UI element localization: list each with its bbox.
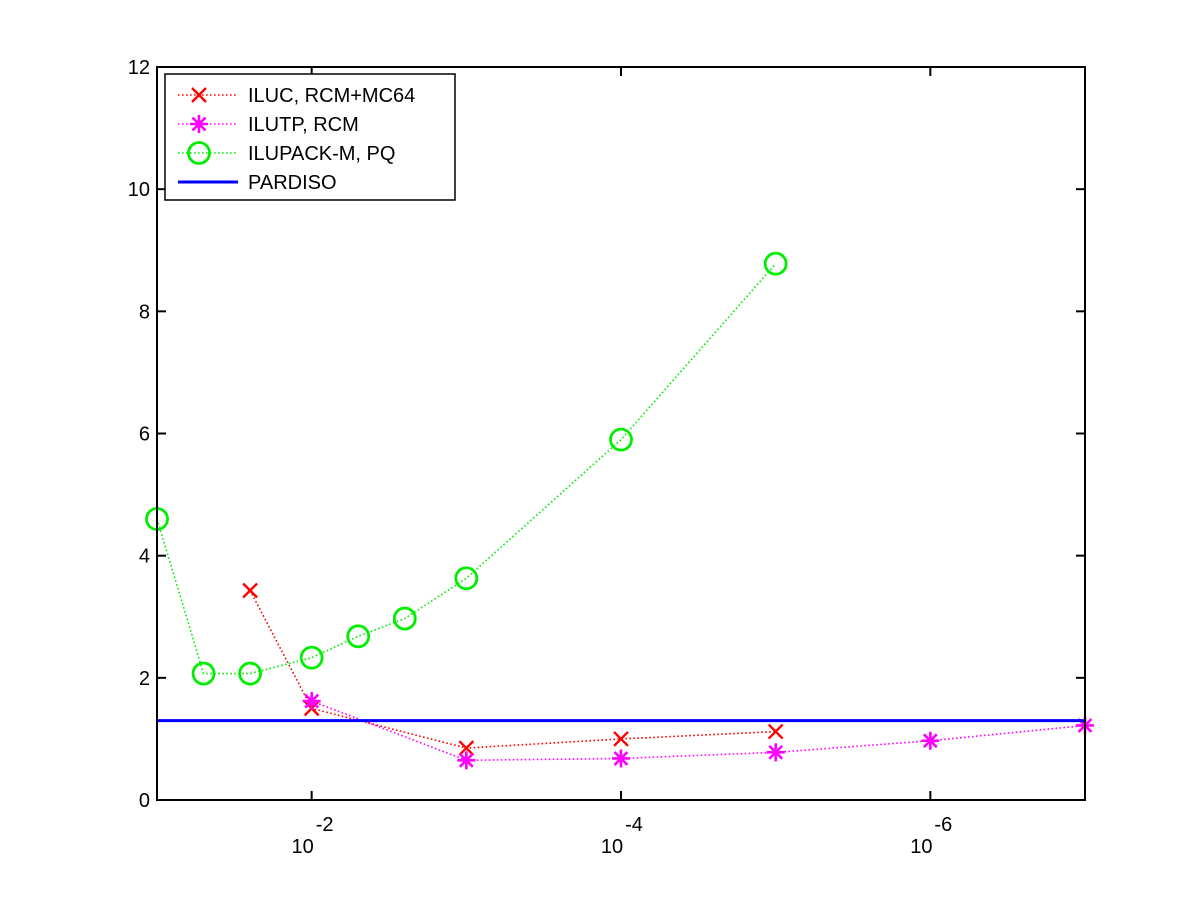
legend-marker-1 <box>190 115 208 133</box>
y-tick-label: 6 <box>139 424 150 446</box>
series-0-point-0-stroke-b <box>242 582 258 599</box>
legend-entry-1: ILUTP, RCM <box>178 114 359 136</box>
series-1-point-3 <box>766 743 785 762</box>
series-0-point-2 <box>458 740 475 756</box>
y-tick-label: 10 <box>128 179 150 201</box>
legend-entry-0: ILUC, RCM+MC64 <box>178 85 415 107</box>
legend: ILUC, RCM+MC64 ILUTP, RCM ILUPACK-M, PQ PAR… <box>164 73 456 201</box>
series-2-point-6 <box>454 566 479 591</box>
series-2 <box>145 251 788 686</box>
series-1 <box>302 692 1094 770</box>
series-1-point-4-stroke-d2 <box>922 733 938 749</box>
x-tick-exponent: -6 <box>934 814 952 836</box>
series-1-point-3-stroke-d2 <box>768 744 784 760</box>
series-0-point-3-stroke-b <box>613 731 629 747</box>
x-tick-base: 10 <box>292 836 314 858</box>
legend-entry-3: PARDISO <box>178 172 337 194</box>
y-tick-label: 4 <box>139 546 150 568</box>
x-tick-exponent: -4 <box>625 814 643 836</box>
series-0-point-2-stroke-b <box>458 740 475 756</box>
series-1-point-2 <box>612 749 630 768</box>
series-1-point-2-stroke-d2 <box>613 751 629 766</box>
x-tick-base: 10 <box>910 836 932 858</box>
series-1-point-0-stroke-d2 <box>304 693 320 709</box>
x-tick-base: 10 <box>601 836 623 858</box>
series-0-point-3 <box>613 731 629 747</box>
y-tick-label: 12 <box>128 57 150 79</box>
series-1-point-1 <box>457 751 476 770</box>
legend-label: ILUC, RCM+MC64 <box>248 85 415 107</box>
series-2-point-1 <box>191 661 216 686</box>
legend-box <box>164 73 456 201</box>
series-0 <box>242 582 784 756</box>
series-2-point-3 <box>299 645 324 670</box>
series-2-line <box>156 263 777 675</box>
series-1-point-0 <box>302 692 321 711</box>
legend-marker-0-stroke-b <box>191 87 207 103</box>
series-2-point-4 <box>346 624 371 649</box>
legend-entry-2: ILUPACK-M, PQ <box>178 141 395 165</box>
y-tick-label: 2 <box>139 668 150 690</box>
legend-label: ILUTP, RCM <box>248 114 359 136</box>
series-0-point-4-stroke-b <box>767 723 784 740</box>
y-tick-label: 0 <box>139 790 150 812</box>
series-2-point-8 <box>763 251 788 276</box>
plot-area <box>145 251 1094 770</box>
series-1-point-4 <box>921 731 940 750</box>
x-tick-exponent: -2 <box>316 814 334 836</box>
legend-marker-2 <box>187 141 211 165</box>
series-1-point-1-stroke-d2 <box>458 752 474 768</box>
y-tick-label: 8 <box>139 301 150 323</box>
series-2-point-5 <box>392 606 417 631</box>
series-0-point-0 <box>242 582 258 599</box>
series-2-point-7 <box>609 427 633 452</box>
series-0-point-4 <box>767 723 784 740</box>
series-2-point-2 <box>238 661 263 686</box>
series-1-line <box>311 700 1086 762</box>
legend-label: ILUPACK-M, PQ <box>248 143 395 165</box>
legend-marker-1-stroke-d2 <box>191 116 207 132</box>
legend-label: PARDISO <box>248 172 337 194</box>
legend-marker-0 <box>191 87 207 103</box>
